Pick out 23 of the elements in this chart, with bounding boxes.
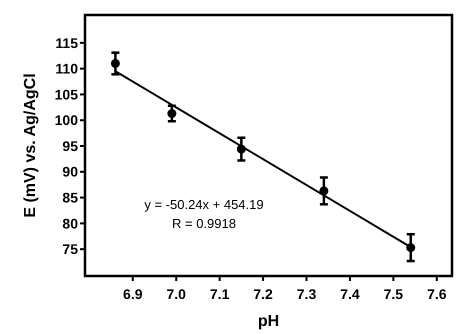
x-tick-label: 7.5 [384, 286, 404, 302]
x-tick-label: 7.3 [296, 286, 316, 302]
point [110, 58, 120, 68]
y-axis-title: E (mV) vs. Ag/AgCl [22, 73, 39, 218]
x-tick-label: 7.2 [253, 286, 274, 302]
annotation: y = -50.24x + 454.19 [144, 197, 264, 212]
x-axis-title: pH [258, 313, 280, 330]
y-tick-label: 115 [55, 34, 78, 51]
y-tick-label: 80 [62, 215, 78, 232]
x-tick-label: 7.6 [427, 286, 447, 302]
annotation: R = 0.9918 [172, 216, 236, 231]
y-tick-label: 85 [62, 189, 78, 206]
x-tick-label: 7.1 [210, 286, 230, 302]
x-tick-label: 7.4 [340, 286, 360, 302]
y-tick-label: 110 [55, 60, 78, 77]
point [167, 109, 176, 118]
x-tick-label: 6.9 [123, 286, 143, 302]
y-tick-label: 105 [54, 86, 78, 102]
x-tick-label: 7.0 [166, 286, 186, 302]
y-tick-label: 100 [54, 112, 78, 128]
y-tick-label: 75 [62, 241, 78, 258]
y-tick-label: 95 [62, 138, 78, 154]
y-tick-label: 90 [62, 164, 78, 180]
